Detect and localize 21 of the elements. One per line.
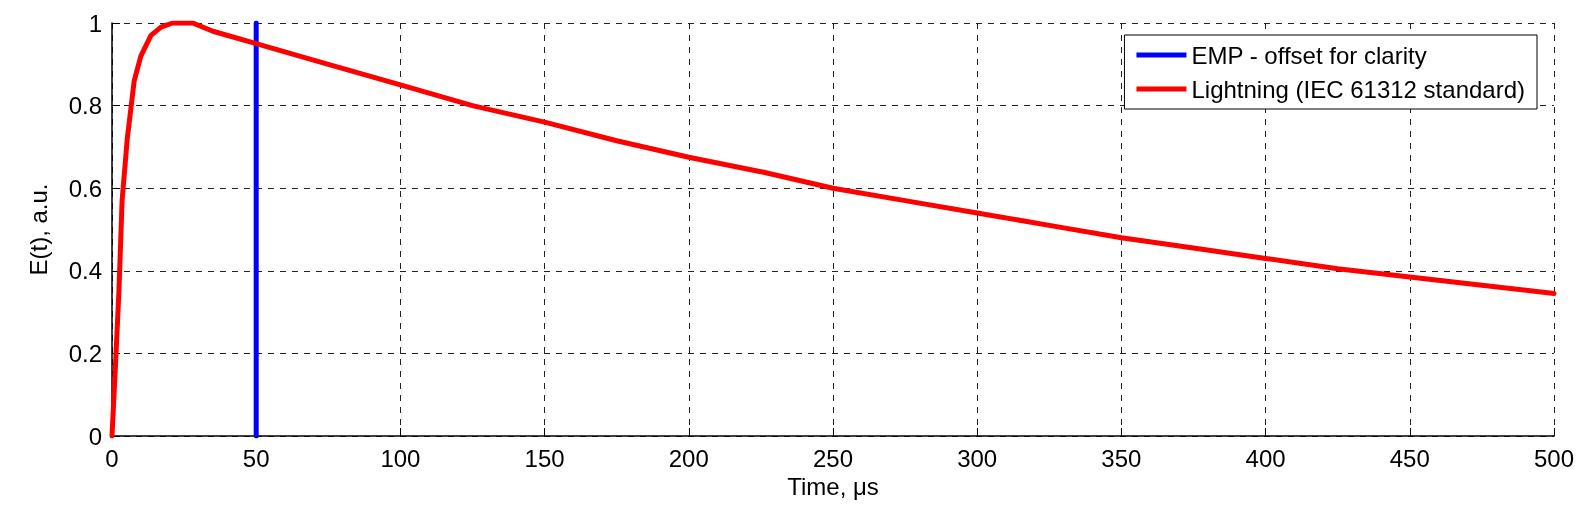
x-tick-label: 450 — [1389, 444, 1430, 472]
x-tick-label: 350 — [1101, 444, 1142, 472]
x-axis-title: Time, μs — [787, 473, 879, 501]
y-axis-title: E(t), a.u. — [24, 183, 52, 276]
y-tick-label: 1 — [88, 9, 102, 37]
x-tick-label: 250 — [812, 444, 854, 472]
x-tick-label: 0 — [105, 444, 119, 472]
x-tick-label: 200 — [668, 444, 709, 472]
legend-label: Lightning (IEC 61312 standard) — [1191, 75, 1526, 103]
x-tick-label: 150 — [524, 444, 565, 472]
x-tick-label: 100 — [380, 444, 421, 472]
x-tick-label: 400 — [1245, 444, 1286, 472]
y-tick-label: 0 — [88, 422, 102, 450]
x-tick-label: 300 — [957, 444, 998, 472]
y-tick-label: 0.6 — [68, 174, 102, 202]
y-tick-label: 0.8 — [68, 92, 102, 120]
legend-label: EMP - offset for clarity — [1191, 41, 1427, 69]
x-tick-label: 50 — [242, 444, 270, 472]
y-tick-label: 0.2 — [68, 339, 102, 367]
x-tick-label: 500 — [1533, 444, 1574, 472]
y-tick-label: 0.4 — [68, 257, 102, 285]
